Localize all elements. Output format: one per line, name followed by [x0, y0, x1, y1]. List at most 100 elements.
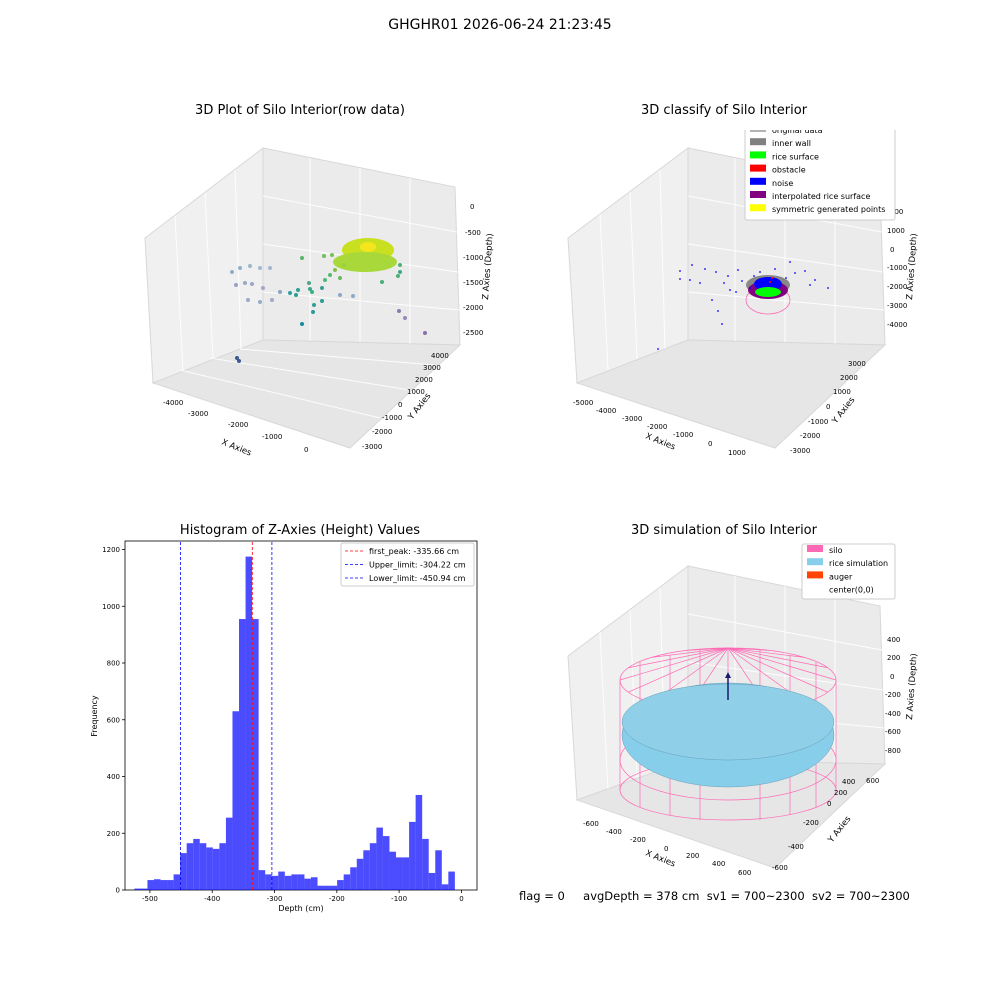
- raw-ytick: 4000: [431, 352, 449, 360]
- legend-label: inner wall: [772, 139, 811, 148]
- histogram-bar: [258, 870, 266, 890]
- raw-point: [338, 293, 342, 297]
- sim-xtick: 600: [738, 869, 751, 877]
- silo-roof-strut: [619, 647, 729, 681]
- raw-point: [397, 309, 401, 313]
- y-tick-label: 1000: [102, 603, 120, 611]
- raw-point: [307, 281, 311, 285]
- silo-roof-strut: [628, 647, 729, 669]
- raw-point: [322, 254, 326, 258]
- histogram-bar: [160, 880, 168, 890]
- cls-ztick: 1000: [887, 227, 905, 235]
- classify-plot-title: 3D classify of Silo Interior: [640, 103, 808, 118]
- x-tick-label: -300: [267, 895, 283, 903]
- raw-point: [323, 278, 327, 282]
- histogram-bar: [369, 843, 377, 890]
- noise-point: [679, 278, 681, 280]
- histogram-bar: [291, 874, 298, 890]
- noise-point: [809, 284, 811, 286]
- raw-point: [250, 282, 254, 286]
- histogram-bar: [422, 838, 429, 890]
- raw-ytick: 1000: [407, 388, 425, 396]
- histogram-bar: [402, 857, 410, 890]
- status-line: flag = 0 avgDepth = 378 cm sv1 = 700~230…: [519, 889, 910, 903]
- legend-swatch: [750, 177, 766, 185]
- raw-point: [328, 273, 332, 277]
- legend-label: original data: [772, 130, 823, 135]
- sim-xtick: -600: [583, 820, 599, 828]
- raw-ytick: 0: [398, 401, 402, 409]
- histogram-bar: [140, 888, 148, 890]
- raw-plot-title: 3D Plot of Silo Interior(row data): [195, 103, 405, 118]
- sim-xtick: -400: [606, 828, 622, 836]
- raw-point: [268, 266, 272, 270]
- sv1-value: sv1 = 700~2300: [706, 889, 805, 903]
- sim-ytick: 400: [842, 778, 855, 786]
- noise-point: [774, 268, 776, 270]
- raw-point: [396, 274, 400, 278]
- noise-point: [729, 289, 731, 291]
- y-tick-label: 1200: [102, 546, 120, 554]
- legend-label: Upper_limit: -304.22 cm: [369, 561, 466, 570]
- sim-zlabel: Z Axies (Depth): [905, 653, 920, 720]
- histogram-bar: [245, 556, 253, 890]
- raw-point: [380, 280, 384, 284]
- raw-point: [234, 283, 238, 287]
- histogram-bar: [206, 847, 213, 890]
- histogram-bar: [212, 848, 220, 890]
- raw-xtick: 0: [304, 446, 308, 454]
- noise-point: [749, 287, 751, 289]
- raw-point: [398, 270, 402, 274]
- histogram-bar: [147, 880, 154, 890]
- cls-xtick: -5000: [573, 399, 593, 407]
- raw-point: [235, 356, 239, 360]
- raw-point: [330, 253, 334, 257]
- cls-ytick: -3000: [790, 447, 810, 455]
- cls-ytick: 3000: [848, 360, 866, 368]
- raw-ytick: -2000: [372, 428, 392, 436]
- legend-label: obstacle: [772, 166, 806, 175]
- flag-value: flag = 0: [519, 889, 565, 903]
- histogram-bar: [317, 885, 325, 890]
- histogram-bar: [376, 827, 383, 890]
- sim-ytick: 200: [834, 789, 847, 797]
- sim-ztick: -600: [885, 728, 901, 736]
- classify-silo-cluster: [745, 275, 791, 315]
- raw-point: [296, 288, 300, 292]
- legend-label: noise: [772, 179, 793, 188]
- sim-ytick: 0: [827, 800, 831, 808]
- sim-ztick: -400: [885, 710, 901, 718]
- noise-point: [723, 282, 725, 284]
- obstacle-point: [769, 281, 771, 283]
- noise-point: [794, 272, 796, 274]
- noise-point: [814, 279, 816, 281]
- silo-roof-strut: [727, 647, 828, 669]
- raw-xtick: -4000: [163, 399, 183, 407]
- histogram-bar: [239, 619, 246, 890]
- legend-swatch: [750, 138, 766, 146]
- legend-label: symmetric generated points: [772, 205, 885, 214]
- cls-ztick: -1000: [887, 264, 907, 272]
- histogram-bar: [350, 867, 357, 890]
- x-tick-label: -100: [391, 895, 407, 903]
- histogram-bar: [193, 838, 200, 890]
- noise-point: [753, 275, 755, 277]
- cls-ztick: -3000: [887, 302, 907, 310]
- y-tick-label: 400: [107, 773, 120, 781]
- x-tick-label: 0: [459, 895, 463, 903]
- histogram-bar: [441, 884, 449, 890]
- sim-ytick: -200: [803, 819, 819, 827]
- legend-swatch: [807, 558, 823, 566]
- noise-point: [741, 280, 743, 282]
- x-tick-label: -400: [204, 895, 220, 903]
- histogram-bar: [330, 885, 338, 890]
- noise-point: [711, 299, 713, 301]
- noise-point: [827, 287, 829, 289]
- histogram-bar: [180, 853, 187, 890]
- classify-legend: original data inner wall rice surface obsta…: [744, 130, 896, 221]
- raw-point: [270, 298, 274, 302]
- cls-xtick: -3000: [622, 415, 642, 423]
- raw-point: [312, 303, 316, 307]
- silo-roof-strut: [727, 647, 805, 658]
- histogram-bar: [304, 878, 311, 890]
